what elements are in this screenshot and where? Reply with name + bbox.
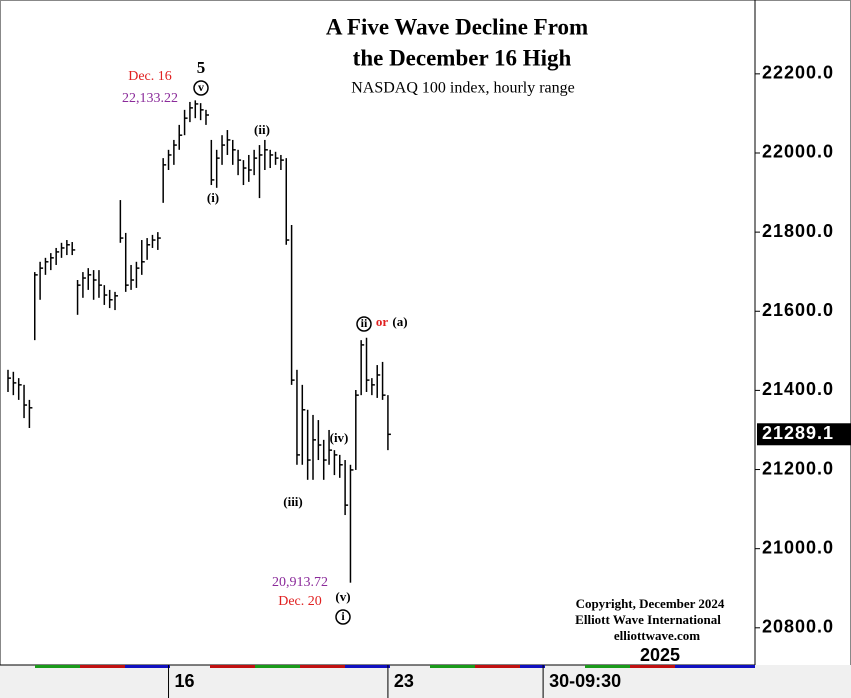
session-bar [675,665,755,668]
last-value-label: 21289.1 [762,423,834,443]
copyright: elliottwave.com [614,628,700,643]
wave-label: i [341,609,345,623]
chart-title: the December 16 High [353,45,572,70]
session-bar [300,665,345,668]
wave-label: (iii) [283,494,303,509]
session-bar [345,665,390,668]
session-bars [35,665,755,668]
wave-label: (v) [335,589,350,604]
chart-subtitle: NASDAQ 100 index, hourly range [351,80,575,97]
wave-label: (i) [207,190,219,205]
session-bar [585,665,630,668]
x-tick-label: 23 [394,671,414,691]
session-bar [210,665,255,668]
copyright: Elliott Wave International [575,612,721,627]
year-label: 2025 [640,645,680,665]
y-tick-label: 20800.0 [762,617,834,637]
y-tick-label: 22200.0 [762,63,834,83]
x-tick-label: 30-09:30 [549,671,621,691]
y-tick-label: 21600.0 [762,300,834,320]
session-bar [475,665,520,668]
wave-label: Dec. 16 [128,69,172,84]
x-tick-label: 16 [175,671,195,691]
wave-label: 20,913.72 [272,575,328,590]
wave-label: (iv) [330,430,349,445]
session-bar [80,665,125,668]
last-value-box [757,423,851,446]
wave-label: (a) [392,314,407,329]
y-tick-label: 21000.0 [762,537,834,557]
wave-label: (ii) [254,122,270,137]
copyright: Copyright, December 2024 [576,596,725,611]
wave-circle [356,316,372,332]
wave-label: Dec. 20 [278,594,322,609]
session-bar [520,665,545,668]
session-bar [255,665,300,668]
y-tick-label: 22000.0 [762,142,834,162]
y-tick-label: 21200.0 [762,458,834,478]
wave-label: 5 [197,58,206,77]
session-bar [630,665,675,668]
y-tick-label: 21400.0 [762,379,834,399]
wave-label: 22,133.22 [122,91,178,106]
session-bar [35,665,80,668]
wave-circle [193,80,209,96]
session-bar [430,665,475,668]
y-tick-label: 21800.0 [762,221,834,241]
wave-circle [335,609,351,625]
wave-label: or [376,314,389,329]
session-bar [125,665,170,668]
wave-label: ii [361,316,368,330]
wave-label: v [198,80,204,94]
x-axis-strip [0,665,851,698]
chart-title: A Five Wave Decline From [326,14,588,39]
